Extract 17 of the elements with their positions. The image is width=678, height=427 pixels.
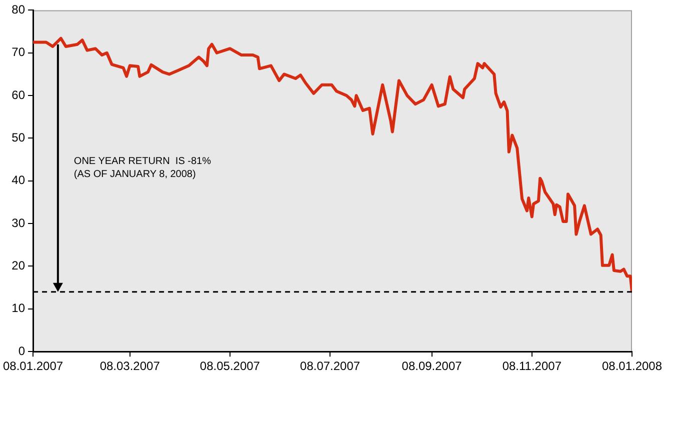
x-tick-label: 08.01.2007 (3, 359, 64, 374)
y-tick-label: 30 (12, 216, 26, 230)
y-tick-label: 60 (12, 88, 26, 102)
x-tick-label: 08.11.2007 (502, 359, 562, 374)
x-tick-label: 08.03.2007 (100, 359, 160, 374)
y-tick-label: 40 (12, 173, 26, 188)
y-tick-label: 80 (12, 2, 26, 17)
y-tick-label: 10 (12, 301, 26, 316)
y-tick-label: 0 (18, 344, 26, 358)
y-tick-label: 70 (12, 45, 26, 60)
annotation: ONE YEAR RETURN IS -81% (AS OF JANUARY 8, 2008) (74, 156, 212, 180)
x-tick-label: 08.05.2007 (200, 359, 260, 374)
x-tick-label: 08.01.2008 (602, 359, 662, 374)
x-tick-label: 08.07.2007 (300, 359, 360, 374)
y-tick-label: 20 (12, 258, 26, 273)
y-tick-label: 50 (12, 130, 26, 145)
x-tick-label: 08.09.2007 (402, 359, 462, 374)
